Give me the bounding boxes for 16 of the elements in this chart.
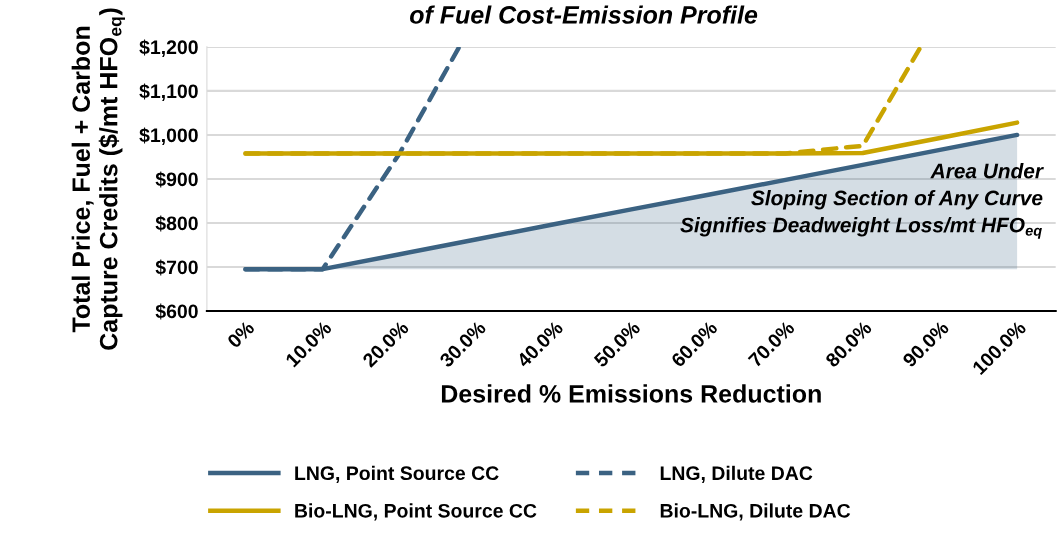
- x-tick-label: 0%: [226, 320, 256, 349]
- legend-label: Bio-LNG, Dilute DAC: [660, 503, 851, 521]
- legend-label: LNG, Point Source CC: [295, 465, 499, 483]
- x-axis-title: Desired % Emissions Reduction: [441, 384, 821, 403]
- y-tick-label: $1,100: [139, 83, 198, 101]
- legend-label: LNG, Dilute DAC: [660, 465, 813, 483]
- y-tick-label: $1,200: [139, 39, 198, 57]
- y-axis-title: Total Price, Fuel + Carbon Capture Credits ($/mt HFO$_{eq}$): [71, 8, 125, 350]
- y-tick-label: $800: [155, 215, 198, 232]
- annotation: Area Under Sloping Section of Any Curve Signifies Deadweight Loss/mt HFO$_{eq}$: [680, 163, 1044, 239]
- y-tick-label: $1,000: [139, 127, 198, 145]
- legend-label: Bio-LNG, Point Source CC: [295, 503, 537, 521]
- chart-title: of Fuel Cost-Emission Profile: [410, 5, 758, 24]
- y-tick-label: $700: [155, 259, 198, 276]
- y-tick-label: $600: [155, 303, 198, 320]
- y-tick-label: $900: [155, 171, 198, 188]
